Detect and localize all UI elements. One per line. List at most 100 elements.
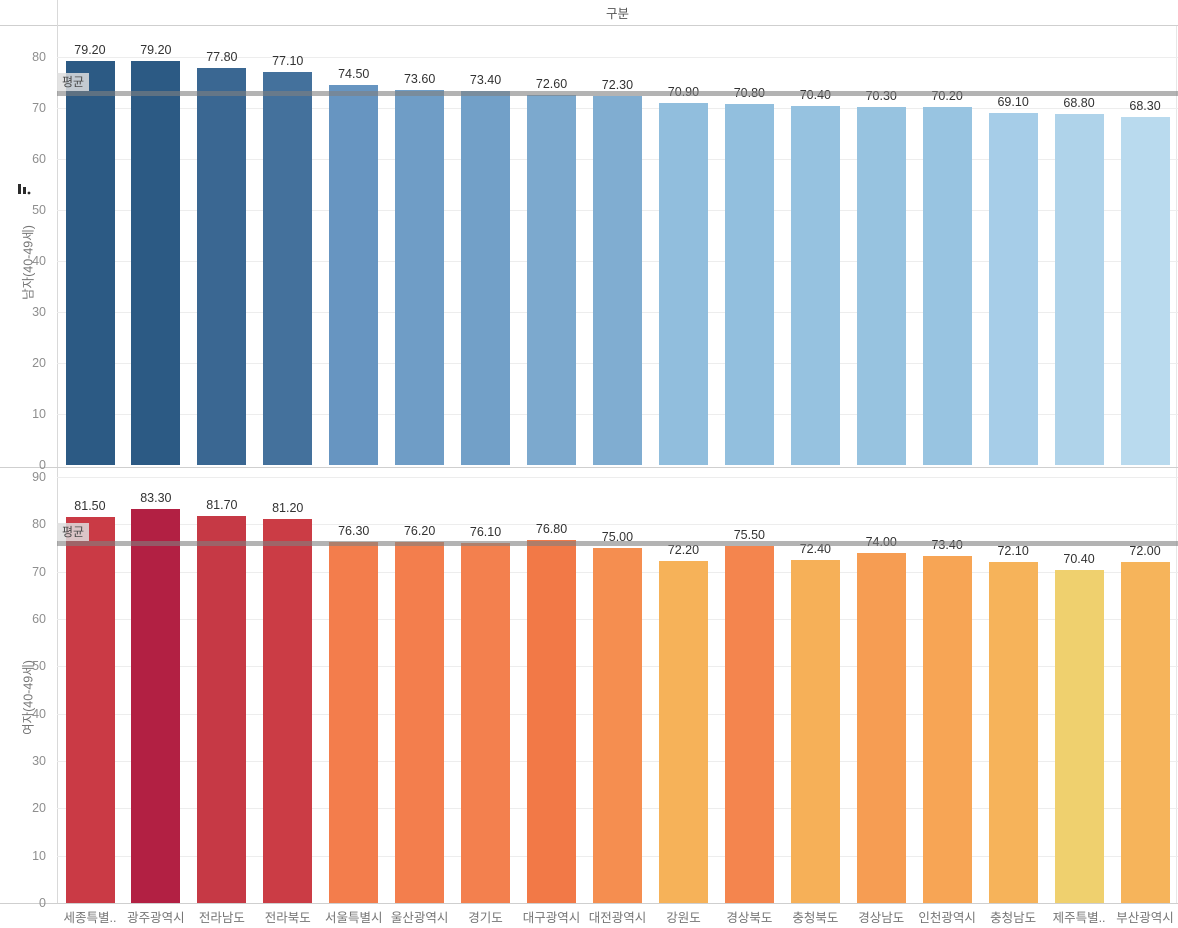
title-underline	[0, 25, 1178, 26]
y-tick-label: 80	[32, 50, 46, 64]
y-tick-label: 60	[32, 612, 46, 626]
category-label-3[interactable]: 전라북도	[264, 911, 311, 925]
bar-female-4[interactable]	[329, 541, 379, 903]
bar-value-label: 83.30	[140, 490, 172, 505]
category-label-8[interactable]: 대전광역시	[588, 911, 647, 925]
bar-value-label: 76.80	[535, 521, 568, 536]
y-tick-label: 20	[32, 356, 46, 370]
column-header: 구분	[57, 0, 1178, 25]
average-badge: 평균	[57, 522, 90, 541]
y-tick-label: 20	[32, 801, 46, 816]
category-label-11[interactable]: 충청북도	[792, 911, 839, 925]
bar-male-14[interactable]	[988, 112, 1038, 465]
category-label-7[interactable]: 대구광역시	[522, 911, 581, 925]
bar-value-label: 72.60	[535, 76, 568, 91]
y-tick-label: 0	[39, 458, 46, 472]
bar-female-16[interactable]	[1120, 562, 1170, 903]
bar-value-label: 79.20	[74, 43, 106, 58]
y-tick-label: 50	[32, 659, 46, 674]
bar-female-7[interactable]	[527, 539, 577, 903]
bar-value-label: 79.20	[140, 43, 172, 58]
bar-value-label: 81.50	[74, 499, 106, 514]
bar-male-8[interactable]	[593, 96, 642, 465]
average-badge: 평균	[57, 72, 90, 91]
bar-value-label: 81.70	[206, 498, 238, 513]
y-tick-label: 10	[32, 848, 46, 863]
bar-value-label: 72.30	[601, 78, 634, 93]
bar-value-label: 75.00	[601, 530, 634, 544]
bar-value-label: 72.20	[667, 543, 700, 558]
bar-male-5[interactable]	[395, 89, 445, 465]
bar-female-0[interactable]	[65, 517, 115, 903]
y-tick-label: 50	[32, 203, 46, 217]
bar-male-10[interactable]	[724, 103, 774, 465]
bar-value-label: 76.30	[338, 523, 370, 538]
bar-male-11[interactable]	[790, 106, 840, 465]
average-reference-line	[57, 541, 1178, 547]
bar-female-14[interactable]	[988, 561, 1038, 903]
bar-value-label: 74.50	[338, 67, 370, 82]
y-tick-label: 70	[32, 101, 46, 115]
bar-female-10[interactable]	[724, 545, 774, 903]
bar-value-label: 72.10	[997, 543, 1029, 558]
bar-female-3[interactable]	[263, 518, 313, 903]
panel-divider	[0, 467, 1178, 468]
category-label-10[interactable]: 경상북도	[726, 911, 773, 925]
bar-female-5[interactable]	[395, 542, 445, 903]
bar-female-9[interactable]	[658, 561, 708, 903]
bar-male-9[interactable]	[658, 103, 708, 465]
bar-female-1[interactable]	[131, 508, 181, 903]
bar-value-label: 76.20	[403, 524, 436, 539]
bar-female-6[interactable]	[461, 542, 511, 903]
bar-male-13[interactable]	[922, 107, 972, 465]
bar-male-2[interactable]	[197, 68, 247, 465]
y-tick-label: 90	[32, 470, 46, 484]
average-reference-line	[57, 91, 1178, 96]
gridline	[57, 57, 1178, 58]
y-tick-label: 30	[32, 305, 46, 319]
category-label-16[interactable]: 부산광역시	[1116, 911, 1174, 925]
bar-female-12[interactable]	[856, 552, 906, 903]
bar-value-label: 77.10	[272, 53, 304, 68]
category-label-15[interactable]: 제주특별..	[1052, 911, 1106, 925]
bar-value-label: 68.80	[1063, 96, 1095, 111]
category-label-13[interactable]: 인천광역시	[918, 911, 976, 925]
bar-male-12[interactable]	[856, 106, 906, 465]
bar-value-label: 70.40	[1063, 551, 1095, 566]
category-label-4[interactable]: 서울특별시	[324, 911, 383, 925]
y-axis-line	[57, 0, 58, 903]
bar-value-label: 77.80	[206, 50, 238, 65]
y-tick-label: 80	[32, 517, 46, 532]
bar-value-label: 81.20	[272, 500, 304, 515]
gridline	[57, 524, 1178, 526]
y-tick-label: 40	[32, 254, 46, 268]
bar-value-label: 68.30	[1129, 98, 1161, 113]
category-label-12[interactable]: 경상남도	[858, 911, 905, 925]
bar-female-13[interactable]	[922, 555, 972, 903]
category-label-2[interactable]: 전라남도	[198, 911, 245, 925]
y-tick-label: 60	[32, 152, 46, 166]
category-label-1[interactable]: 광주광역시	[127, 911, 185, 925]
category-label-5[interactable]: 울산광역시	[390, 911, 449, 925]
bar-male-6[interactable]	[461, 90, 511, 465]
bar-male-16[interactable]	[1120, 116, 1170, 465]
bar-male-0[interactable]	[65, 61, 115, 465]
category-label-0[interactable]: 세종특별..	[63, 911, 117, 925]
bar-value-label: 73.40	[469, 72, 502, 87]
category-label-6[interactable]: 경기도	[468, 911, 503, 925]
bar-female-15[interactable]	[1054, 569, 1104, 903]
bar-male-4[interactable]	[329, 85, 379, 465]
bar-male-3[interactable]	[263, 71, 313, 465]
bar-value-label: 75.50	[733, 527, 765, 542]
category-label-14[interactable]: 충청남도	[990, 911, 1037, 925]
bar-female-11[interactable]	[790, 560, 840, 903]
gridline	[57, 477, 1178, 478]
bar-male-15[interactable]	[1054, 114, 1104, 465]
bar-female-8[interactable]	[593, 548, 642, 903]
bar-male-1[interactable]	[131, 61, 181, 465]
sort-axis-icon[interactable]	[17, 182, 31, 196]
bar-value-label: 69.10	[997, 94, 1029, 109]
category-label-9[interactable]: 강원도	[666, 911, 701, 925]
bar-male-7[interactable]	[527, 94, 577, 465]
bar-female-2[interactable]	[197, 516, 247, 903]
